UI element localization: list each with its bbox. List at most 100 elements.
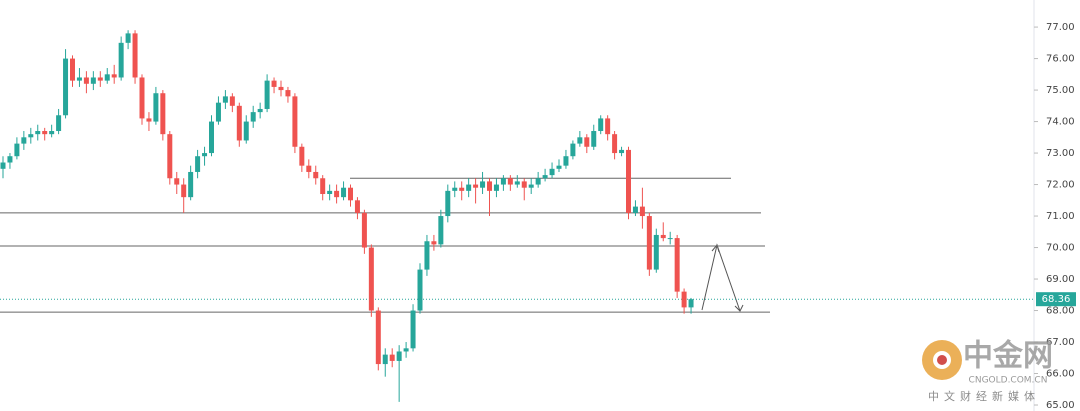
candle-body xyxy=(278,86,284,91)
watermark: 中金网 CNGOLD.COM.CN 中文财经新媒体 xyxy=(922,339,1053,403)
candle-body xyxy=(285,90,291,97)
candle-body xyxy=(382,354,388,365)
candle-body xyxy=(396,351,402,361)
y-tick-label: 66.00 xyxy=(1046,369,1075,380)
candle-body xyxy=(306,165,312,172)
candle-body xyxy=(375,310,381,365)
candle-body xyxy=(507,178,513,185)
candle-body xyxy=(403,348,409,352)
candle-body xyxy=(21,137,27,144)
candle-body xyxy=(320,178,326,195)
y-tick-label: 65.00 xyxy=(1046,400,1075,411)
candle-body xyxy=(42,131,48,135)
candle-body xyxy=(188,171,194,198)
candle-body xyxy=(97,77,103,81)
candle-body xyxy=(28,134,34,138)
candle-body xyxy=(292,96,298,147)
candle-body xyxy=(431,241,437,245)
candle-body xyxy=(521,181,527,188)
candle-body xyxy=(688,299,694,308)
candle-body xyxy=(250,112,256,122)
candle-body xyxy=(229,96,235,106)
candle-body xyxy=(626,149,631,213)
candle-body xyxy=(514,181,520,185)
candle-body xyxy=(14,143,20,157)
candle-body xyxy=(299,146,305,166)
watermark-slogan: 中文财经新媒体 xyxy=(928,389,1040,403)
y-tick-label: 70.00 xyxy=(1046,243,1075,254)
candle-body xyxy=(653,234,659,270)
candle-body xyxy=(487,181,492,191)
y-tick-label: 68.00 xyxy=(1046,306,1075,317)
y-tick-label: 74.00 xyxy=(1046,117,1075,128)
candle-body xyxy=(181,184,187,198)
logo-core xyxy=(937,355,947,365)
candle-body xyxy=(49,131,55,135)
candle-body xyxy=(35,131,41,135)
candle-body xyxy=(146,118,152,122)
candle-body xyxy=(7,156,13,163)
candle-body xyxy=(500,178,506,185)
last-price-box xyxy=(1036,292,1076,307)
candle-body xyxy=(243,121,249,141)
candle-body xyxy=(480,181,486,188)
candle-body xyxy=(202,153,208,157)
candle-body xyxy=(56,115,62,132)
candle-body xyxy=(327,190,333,195)
candle-body xyxy=(195,156,201,172)
candle-body xyxy=(410,310,416,349)
candle-body xyxy=(334,190,340,198)
candle-body xyxy=(0,162,6,169)
candle-body xyxy=(215,102,221,122)
arrow-head xyxy=(734,304,744,312)
y-tick-label: 73.00 xyxy=(1046,148,1075,159)
candle-body xyxy=(549,168,555,176)
candle-body xyxy=(563,156,569,166)
candle-body xyxy=(660,234,666,239)
y-tick-label: 71.00 xyxy=(1046,211,1075,222)
candle-body xyxy=(577,137,583,144)
watermark-site: CNGOLD.COM.CN xyxy=(969,376,1048,386)
last-price-label: 68.36 xyxy=(1042,294,1071,305)
candle-body xyxy=(667,238,673,240)
y-tick-label: 72.00 xyxy=(1046,180,1075,191)
candle-body xyxy=(70,58,75,81)
candle-body xyxy=(209,121,214,154)
candle-body xyxy=(313,171,319,179)
candle-body xyxy=(271,80,277,87)
candle-body xyxy=(160,93,166,135)
candle-body xyxy=(222,96,228,103)
candle-body xyxy=(612,134,618,154)
candle-body xyxy=(459,187,465,191)
candle-body xyxy=(674,238,680,292)
candle-body xyxy=(438,216,444,245)
candle-body xyxy=(90,77,96,84)
candle-body xyxy=(264,80,270,109)
y-tick-label: 75.00 xyxy=(1046,85,1075,96)
candle-body xyxy=(681,291,687,308)
candle-body xyxy=(348,187,353,201)
candle-body xyxy=(389,354,395,361)
candle-body xyxy=(556,165,562,169)
candle-body xyxy=(167,134,173,179)
candle-body xyxy=(257,108,263,113)
candle-body xyxy=(542,175,548,179)
candle-body xyxy=(452,187,458,191)
candle-body xyxy=(83,77,89,84)
candle-body xyxy=(132,33,138,78)
y-tick-label: 77.00 xyxy=(1046,22,1075,33)
candle-body xyxy=(63,58,69,116)
candle-body xyxy=(361,212,367,248)
candle-body xyxy=(493,184,499,191)
candle-body xyxy=(466,184,472,191)
candle-body xyxy=(236,105,242,141)
watermark-brand: 中金网 xyxy=(963,339,1053,374)
candle-body xyxy=(354,200,360,213)
candle-body xyxy=(646,216,652,270)
candle-body xyxy=(118,42,124,78)
candle-body xyxy=(598,118,604,132)
y-tick-label: 69.00 xyxy=(1046,274,1075,285)
candle-body xyxy=(417,269,423,311)
